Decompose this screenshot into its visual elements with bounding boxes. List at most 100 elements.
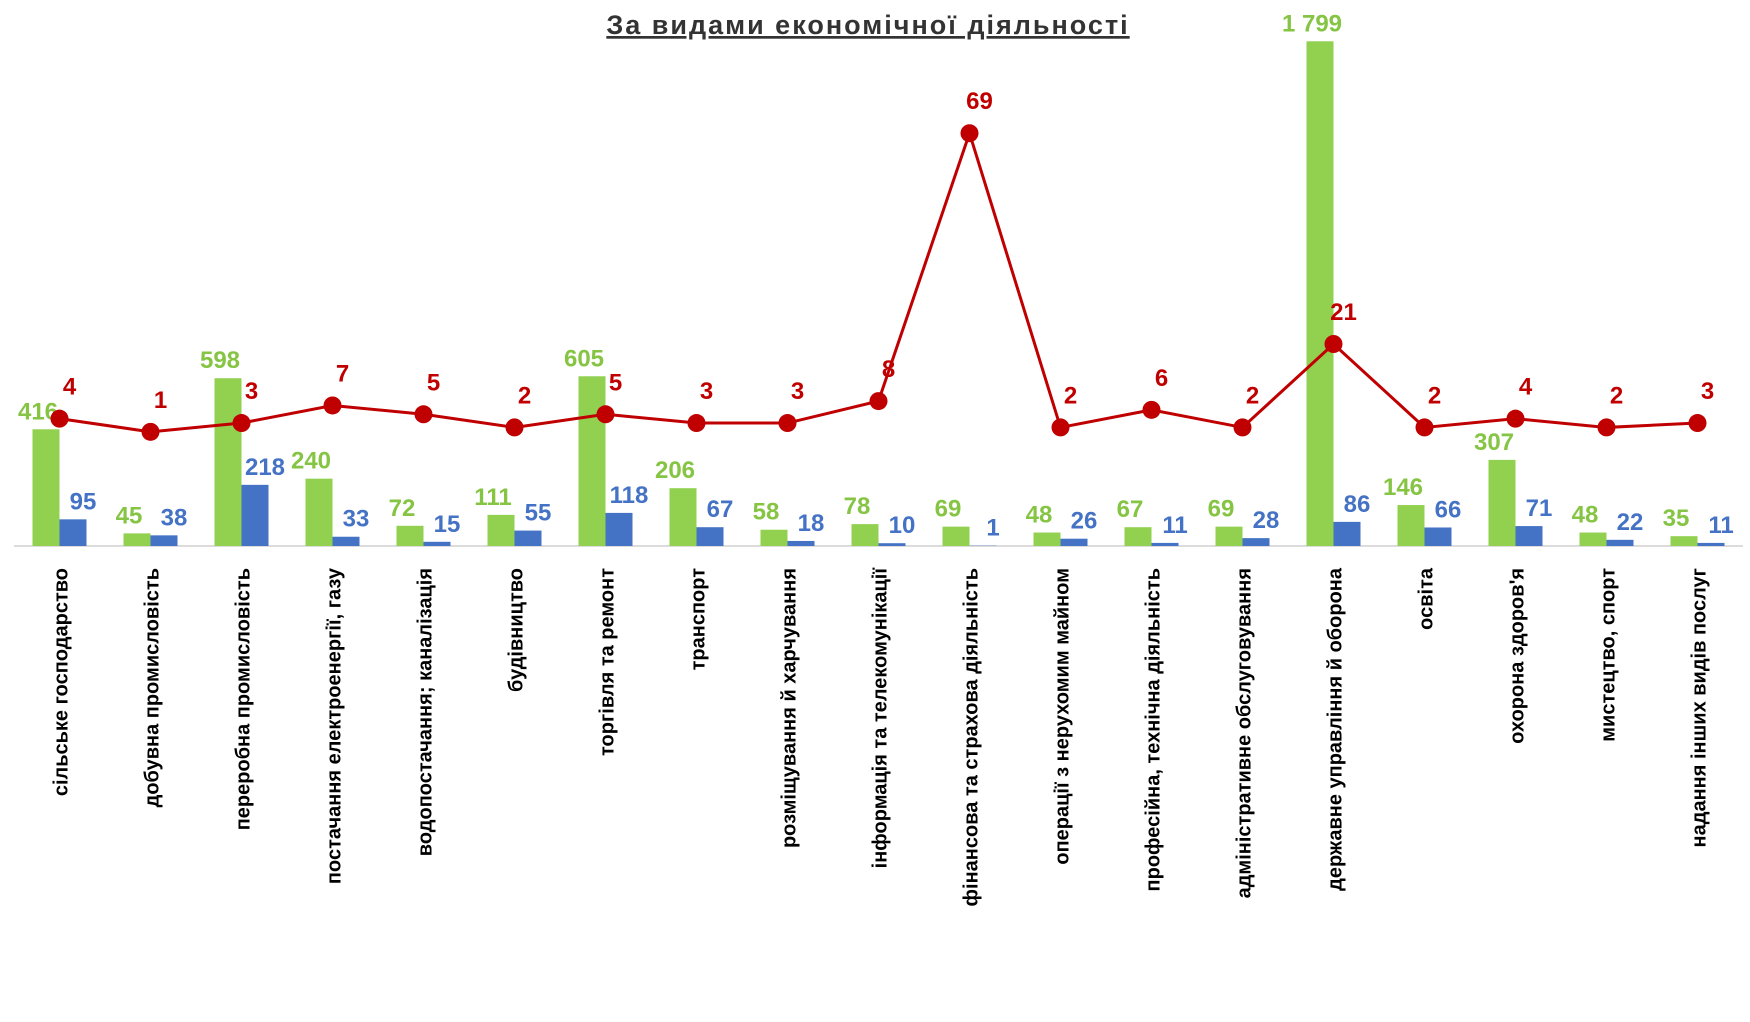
bar <box>514 530 542 546</box>
data-label: 8 <box>882 356 895 383</box>
x-tick-label: водопостачання; каналізація <box>415 568 437 856</box>
line <box>59 128 1698 434</box>
data-label: 69 <box>1208 496 1235 523</box>
line-point <box>1233 418 1252 437</box>
data-label: 2 <box>1610 382 1623 409</box>
data-label: 5 <box>609 369 622 396</box>
line-point <box>505 418 524 437</box>
line-point <box>1142 400 1161 419</box>
x-tick-label: постачання електроенергії, газу <box>324 567 346 884</box>
data-label: 71 <box>1526 495 1553 522</box>
bar <box>1060 538 1088 546</box>
bar <box>578 376 606 546</box>
line-point <box>141 422 160 441</box>
bar <box>150 535 178 546</box>
bar <box>851 524 879 546</box>
data-label: 118 <box>610 482 649 509</box>
data-label: 58 <box>753 499 780 526</box>
bar <box>214 378 242 546</box>
data-label: 48 <box>1572 502 1599 529</box>
bar <box>696 527 724 546</box>
bar <box>878 543 906 546</box>
data-label: 11 <box>1708 512 1733 539</box>
data-label: 218 <box>245 454 285 481</box>
data-label: 3 <box>791 378 804 405</box>
data-label: 48 <box>1026 502 1053 529</box>
data-label: 2 <box>1064 382 1077 409</box>
x-tick-label: професійна, технічна діяльність <box>1143 568 1165 891</box>
x-tick-label: державне управління й оборона <box>1325 567 1347 891</box>
data-label: 45 <box>116 502 143 529</box>
data-label: 5 <box>427 369 440 396</box>
data-label: 21 <box>1330 299 1357 326</box>
data-label: 10 <box>889 512 916 539</box>
data-label: 67 <box>707 496 734 523</box>
bar <box>1033 532 1061 546</box>
data-label: 3 <box>1701 378 1714 405</box>
x-tick-label: переробна промисловість <box>233 568 255 830</box>
line-point <box>1506 409 1525 428</box>
data-label: 598 <box>200 347 240 374</box>
bar <box>1488 459 1516 546</box>
data-label: 307 <box>1474 429 1514 456</box>
data-label: 86 <box>1344 491 1371 518</box>
line-point <box>687 414 706 433</box>
x-tick-label: охорона здоров'я <box>1507 568 1529 744</box>
bar <box>760 529 788 546</box>
line-point <box>778 414 797 433</box>
data-label: 2 <box>1246 382 1259 409</box>
bar <box>396 525 424 546</box>
bar <box>59 519 87 546</box>
x-tick-label: інформація та телекомунікації <box>870 568 892 869</box>
x-tick-label: фінансова та страхова діяльність <box>961 568 983 906</box>
line-point <box>1051 418 1070 437</box>
line-point <box>1688 414 1707 433</box>
data-label: 11 <box>1162 512 1187 539</box>
data-label: 26 <box>1071 508 1098 535</box>
data-label: 7 <box>336 360 349 387</box>
bar <box>605 512 633 546</box>
data-label: 1 <box>154 387 167 414</box>
bar <box>1397 505 1425 546</box>
bar <box>423 541 451 546</box>
bar <box>1306 41 1334 547</box>
data-label: 111 <box>474 484 511 511</box>
data-label: 33 <box>343 506 370 533</box>
line-point <box>960 124 979 143</box>
line-point <box>1597 418 1616 437</box>
data-label: 2 <box>1428 382 1441 409</box>
x-tick-label: добувна промисловість <box>142 568 164 807</box>
x-tick-label: надання інших видів послуг <box>1689 568 1711 847</box>
bar <box>332 536 360 546</box>
chart-title: За видами економічної діяльності <box>606 10 1129 40</box>
data-label: 15 <box>434 511 461 538</box>
data-label: 35 <box>1663 505 1690 532</box>
line-point <box>1324 335 1343 353</box>
bar <box>305 478 333 546</box>
bar <box>1333 521 1361 546</box>
x-tick-label: освіта <box>1416 567 1438 630</box>
bar <box>1606 539 1634 546</box>
data-label: 72 <box>389 495 416 522</box>
data-label: 1 <box>986 515 999 542</box>
bar <box>669 488 697 546</box>
bar <box>1242 538 1270 546</box>
x-tick-label: мистецтво, спорт <box>1598 568 1620 742</box>
data-label: 4 <box>63 374 77 401</box>
bar <box>942 526 970 546</box>
line-point <box>232 414 251 433</box>
x-tick-label: розміщування й харчування <box>779 568 801 848</box>
data-label: 3 <box>245 378 258 405</box>
data-label: 66 <box>1435 496 1462 523</box>
line-point <box>50 409 69 428</box>
bar <box>1697 542 1725 546</box>
line-point <box>869 392 888 411</box>
data-label: 18 <box>798 510 825 537</box>
data-label: 605 <box>564 345 604 372</box>
x-tick-label: сільське господарство <box>51 568 73 796</box>
bar <box>1579 532 1607 546</box>
data-label: 240 <box>291 448 331 475</box>
data-label: 78 <box>844 493 871 520</box>
data-label: 1 799 <box>1282 10 1342 37</box>
